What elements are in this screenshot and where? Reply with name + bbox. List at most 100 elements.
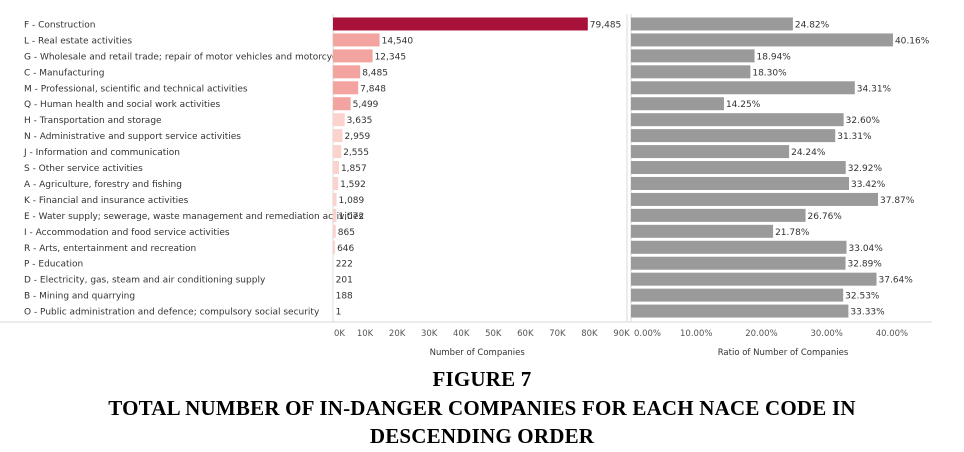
count-bar xyxy=(333,113,345,127)
count-bar xyxy=(333,224,336,238)
category-label: J - Information and communication xyxy=(23,148,180,158)
count-label: 14,540 xyxy=(382,36,414,46)
category-label: G - Wholesale and retail trade; repair o… xyxy=(24,52,350,62)
count-label: 7,848 xyxy=(360,84,386,94)
ratio-bar xyxy=(631,49,755,63)
category-label: F - Construction xyxy=(24,20,95,30)
count-label: 2,555 xyxy=(343,148,369,158)
count-tick-label: 50K xyxy=(485,329,502,339)
count-tick-label: 0K xyxy=(334,329,345,339)
count-label: 12,345 xyxy=(375,52,407,62)
count-bar xyxy=(333,129,343,143)
ratio-label: 21.78% xyxy=(775,228,810,238)
count-tick-label: 40K xyxy=(453,329,470,339)
count-tick-label: 10K xyxy=(357,329,374,339)
ratio-bar xyxy=(631,81,855,95)
count-label: 5,499 xyxy=(353,100,379,110)
ratio-label: 40.16% xyxy=(895,36,930,46)
count-label: 188 xyxy=(336,292,353,302)
ratio-label: 32.89% xyxy=(848,260,883,270)
ratio-label: 24.24% xyxy=(791,148,826,158)
ratio-label: 24.82% xyxy=(795,20,830,30)
count-bar xyxy=(333,81,359,95)
ratio-label: 18.94% xyxy=(757,52,792,62)
count-label: 2,959 xyxy=(344,132,370,142)
ratio-bar xyxy=(631,288,844,302)
category-label: B - Mining and quarrying xyxy=(24,292,135,302)
ratio-label: 37.64% xyxy=(879,276,914,286)
count-bar xyxy=(333,17,588,31)
ratio-bar xyxy=(631,17,793,31)
count-tick-label: 90K xyxy=(613,329,630,339)
ratio-label: 33.33% xyxy=(850,308,885,318)
count-label: 1,592 xyxy=(340,180,366,190)
count-label: 222 xyxy=(336,260,353,270)
count-bar xyxy=(333,240,336,254)
ratio-bar xyxy=(631,145,790,159)
category-label: I - Accommodation and food service activ… xyxy=(24,228,230,238)
count-bar xyxy=(333,288,334,302)
ratio-bar xyxy=(631,65,751,79)
category-label: P - Education xyxy=(24,260,83,270)
count-label: 201 xyxy=(336,276,353,286)
count-bar xyxy=(333,33,380,47)
category-label: Q - Human health and social work activit… xyxy=(24,100,221,110)
ratio-label: 18.30% xyxy=(752,68,787,78)
ratio-bar xyxy=(631,129,836,143)
count-tick-label: 80K xyxy=(581,329,598,339)
count-label: 1,089 xyxy=(338,196,364,206)
ratio-bar xyxy=(631,161,846,175)
count-bar xyxy=(333,192,337,206)
count-label: 3,635 xyxy=(347,116,373,126)
category-label: A - Agriculture, forestry and fishing xyxy=(24,180,182,190)
ratio-label: 32.60% xyxy=(846,116,881,126)
ratio-axis-title: Ratio of Number of Companies xyxy=(718,348,849,358)
ratio-label: 31.31% xyxy=(837,132,872,142)
count-tick-label: 20K xyxy=(389,329,406,339)
figure-title-line-2: DESCENDING ORDER xyxy=(369,424,595,448)
category-label: N - Administrative and support service a… xyxy=(24,132,241,142)
ratio-bar xyxy=(631,208,806,222)
ratio-tick-label: 20.00% xyxy=(745,329,777,339)
ratio-bar xyxy=(631,304,849,318)
category-label: R - Arts, entertainment and recreation xyxy=(24,244,196,254)
count-tick-label: 70K xyxy=(549,329,566,339)
count-bar xyxy=(333,97,351,111)
count-label: 1,857 xyxy=(341,164,367,174)
category-label: C - Manufacturing xyxy=(24,68,104,78)
category-label: D - Electricity, gas, steam and air cond… xyxy=(24,276,266,286)
category-label: E - Water supply; sewerage, waste manage… xyxy=(24,212,363,222)
ratio-tick-label: 0.00% xyxy=(634,329,661,339)
count-tick-label: 30K xyxy=(421,329,438,339)
count-bar xyxy=(333,49,373,63)
count-bar xyxy=(333,304,334,318)
ratio-label: 14.25% xyxy=(726,100,761,110)
count-bar xyxy=(333,65,361,79)
count-label: 8,485 xyxy=(362,68,388,78)
category-label: L - Real estate activities xyxy=(24,36,132,46)
ratio-bar xyxy=(631,33,893,47)
ratio-tick-label: 40.00% xyxy=(876,329,908,339)
ratio-bar xyxy=(631,192,879,206)
category-label: O - Public administration and defence; c… xyxy=(24,308,320,318)
count-bar xyxy=(333,161,339,175)
category-label: H - Transportation and storage xyxy=(24,116,162,126)
category-label: M - Professional, scientific and technic… xyxy=(24,84,248,94)
count-bar xyxy=(333,145,342,159)
figure-label: FIGURE 7 xyxy=(432,367,532,391)
ratio-label: 33.42% xyxy=(851,180,886,190)
ratio-bar xyxy=(631,224,774,238)
ratio-tick-label: 30.00% xyxy=(810,329,842,339)
count-label: 1 xyxy=(336,308,342,318)
category-label: S - Other service activities xyxy=(24,164,143,174)
category-label: K - Financial and insurance activities xyxy=(24,196,189,206)
ratio-label: 33.04% xyxy=(849,244,884,254)
nace-chart: F - Construction 79,485 24.82% L - Real est… xyxy=(0,14,932,358)
count-bar xyxy=(333,272,334,286)
ratio-bar xyxy=(631,176,849,190)
ratio-tick-label: 10.00% xyxy=(680,329,712,339)
count-label: 865 xyxy=(338,228,355,238)
count-label: 646 xyxy=(337,244,354,254)
count-bar xyxy=(333,176,339,190)
ratio-label: 37.87% xyxy=(880,196,915,206)
